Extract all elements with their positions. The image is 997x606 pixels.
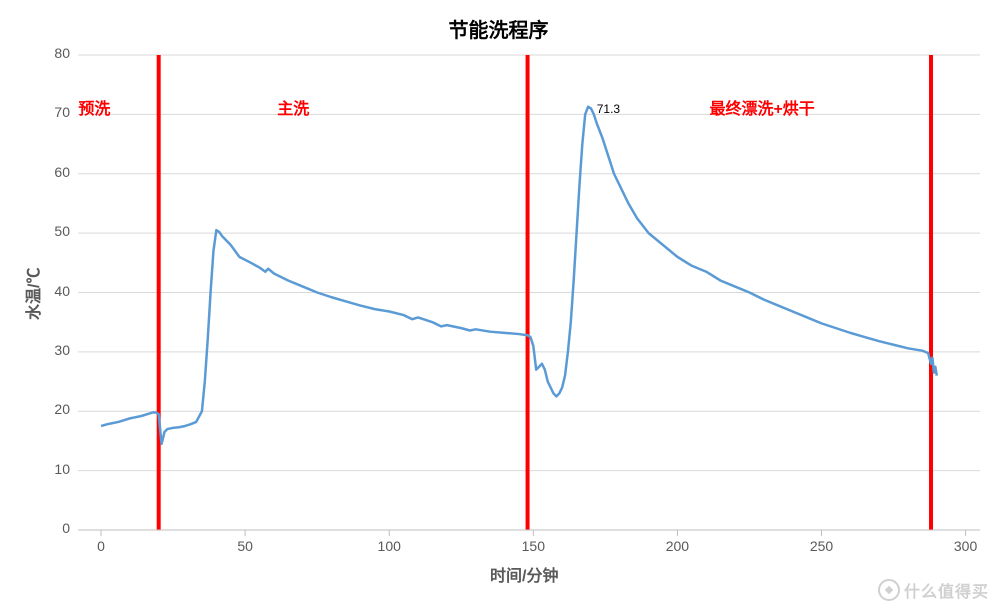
x-tick: 300 <box>951 538 981 554</box>
y-tick: 20 <box>30 401 70 417</box>
x-tick: 50 <box>230 538 260 554</box>
y-tick: 0 <box>30 520 70 536</box>
chart-plot-area <box>0 0 997 606</box>
x-tick: 100 <box>374 538 404 554</box>
watermark: 什么值得买 <box>878 578 989 602</box>
section-label-rinse-dry: 最终漂洗+烘干 <box>709 95 814 119</box>
y-tick: 40 <box>30 283 70 299</box>
y-tick: 50 <box>30 223 70 239</box>
x-tick: 250 <box>807 538 837 554</box>
watermark-icon <box>878 579 900 601</box>
x-tick: 0 <box>86 538 116 554</box>
section-label-mainwash: 主洗 <box>277 95 309 119</box>
y-tick: 80 <box>30 45 70 61</box>
y-tick: 30 <box>30 342 70 358</box>
y-tick: 10 <box>30 461 70 477</box>
x-tick: 150 <box>518 538 548 554</box>
x-tick: 200 <box>662 538 692 554</box>
watermark-text: 什么值得买 <box>904 578 989 602</box>
section-label-prewash: 预洗 <box>78 95 110 119</box>
y-tick: 60 <box>30 164 70 180</box>
y-tick: 70 <box>30 104 70 120</box>
peak-value-label: 71.3 <box>597 102 620 116</box>
